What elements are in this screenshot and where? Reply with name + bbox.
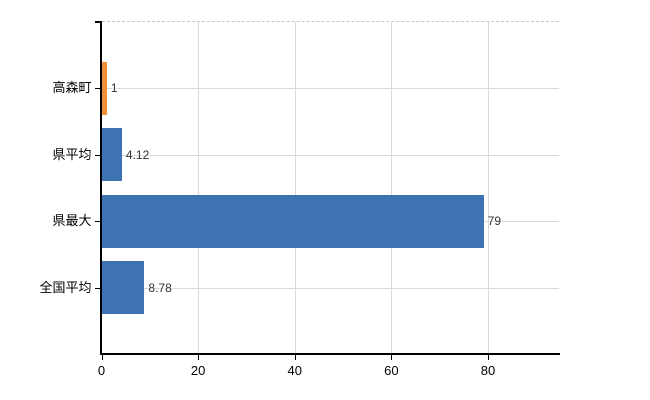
bar-1	[102, 128, 122, 182]
value-label: 4.12	[125, 147, 150, 162]
category-tick	[94, 221, 102, 223]
x-axis-tick	[101, 354, 103, 360]
x-tick-label: 40	[287, 363, 302, 378]
x-axis-tick	[294, 354, 296, 360]
value-label: 79	[487, 214, 502, 229]
horizontal-gridline	[101, 154, 559, 156]
value-label: 8.78	[148, 280, 172, 295]
vertical-gridline	[391, 22, 393, 354]
value-label: 1	[110, 81, 118, 96]
bar-2	[102, 194, 484, 248]
bar-0	[102, 61, 107, 115]
category-label: 県平均	[52, 146, 92, 162]
x-axis-tick	[198, 354, 200, 360]
x-tick-label: 60	[384, 363, 399, 378]
category-label: 県最大	[52, 213, 92, 229]
x-tick-label: 0	[97, 363, 106, 378]
plot-top-border	[101, 21, 559, 22]
category-label: 全国平均	[39, 279, 92, 295]
bar-3	[102, 261, 145, 315]
category-tick	[94, 154, 102, 156]
x-axis-tick	[391, 354, 393, 360]
category-label: 高森町	[52, 80, 92, 96]
y-axis-top-cap-tick	[94, 21, 102, 23]
x-axis-line	[100, 353, 560, 355]
horizontal-gridline	[101, 88, 559, 90]
vertical-gridline	[198, 22, 200, 354]
vertical-gridline	[294, 22, 296, 354]
horizontal-gridline	[101, 287, 559, 289]
x-tick-label: 20	[190, 363, 206, 378]
y-axis-line	[100, 21, 102, 354]
vertical-gridline	[488, 22, 489, 354]
category-tick	[94, 287, 102, 289]
x-axis-tick	[488, 354, 489, 360]
category-tick	[94, 88, 102, 90]
x-tick-label: 80	[480, 363, 496, 378]
